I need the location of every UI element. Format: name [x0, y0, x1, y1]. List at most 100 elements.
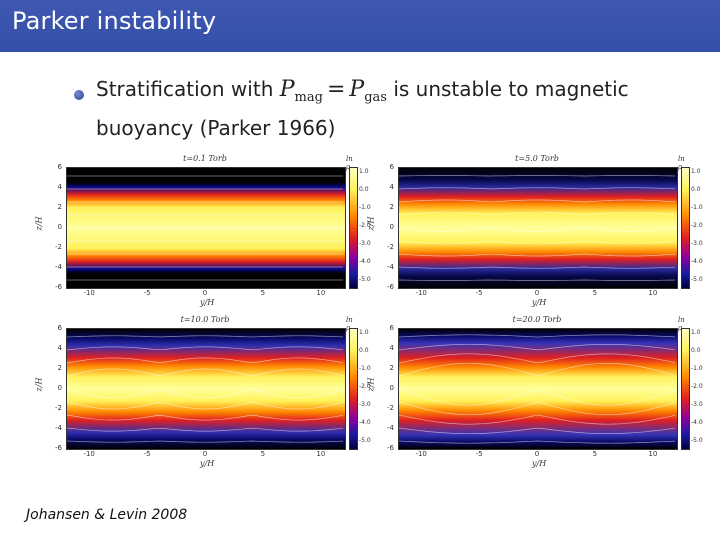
colorbar-title: ln ρ	[678, 316, 685, 332]
colorbar-tick-label: -2.0	[691, 222, 703, 229]
field-line	[399, 199, 676, 203]
x-tick-label: -5	[475, 450, 483, 458]
field-line	[399, 388, 676, 406]
colorbar-title: ln ρ	[346, 316, 353, 332]
colorbar-tick-label: -4.0	[691, 258, 703, 265]
field-line	[399, 240, 676, 245]
field-line	[399, 253, 676, 257]
y-tick-label: 2	[57, 364, 62, 372]
field-lines	[399, 334, 676, 444]
y-tick-label: -2	[55, 404, 62, 412]
y-axis-label: z/H	[34, 377, 44, 392]
colorbar-tick-label: 0.0	[691, 186, 701, 193]
field-line	[67, 357, 344, 364]
field-line	[67, 414, 344, 421]
colorbar-tick-label: -4.0	[691, 419, 703, 426]
bullet-icon	[74, 90, 84, 100]
panel-title: t=0.1 Torb	[183, 154, 227, 163]
y-tick-label: 6	[389, 163, 394, 171]
colorbar	[681, 328, 690, 450]
colorbar-tick-label: -3.0	[359, 401, 371, 408]
x-axis-label: y/H	[200, 459, 215, 468]
bullet-text: Stratification with Pmag = Pgas is unstabl…	[96, 74, 656, 144]
field-line	[399, 440, 676, 444]
field-line	[399, 401, 676, 416]
field-line	[399, 266, 676, 269]
colorbar-tick-label: -2.0	[359, 222, 371, 229]
field-lines	[399, 175, 676, 281]
slide-title: Parker instability	[12, 7, 217, 35]
colorbar-title: ln ρ	[678, 155, 685, 171]
y-tick-label: -6	[55, 283, 62, 291]
y-tick-label: -4	[55, 424, 62, 432]
density-map	[398, 328, 678, 450]
math-equals: =	[326, 77, 346, 102]
math-rhs: P	[349, 77, 365, 102]
x-tick-label: 10	[316, 450, 326, 458]
field-line	[67, 346, 344, 351]
y-tick-label: 4	[389, 183, 394, 191]
colorbar-tick-label: -1.0	[359, 365, 371, 372]
field-line	[399, 427, 676, 435]
y-tick-label: -6	[55, 444, 62, 452]
colorbar-tick-label: 1.0	[691, 168, 701, 175]
colorbar-tick-label: -5.0	[359, 276, 371, 283]
x-axis-label: y/H	[532, 459, 547, 468]
y-tick-label: -6	[387, 444, 394, 452]
y-tick-label: 0	[389, 384, 394, 392]
y-tick-label: -6	[387, 283, 394, 291]
colorbar-tick-label: 1.0	[691, 329, 701, 336]
density-map	[398, 167, 678, 289]
x-tick-label: 5	[592, 450, 598, 458]
colorbar-tick-label: 1.0	[359, 168, 369, 175]
x-tick-label: 10	[316, 289, 326, 297]
colorbar-tick-label: -5.0	[359, 437, 371, 444]
bullet-text-after: is unstable to magnetic buoyancy (Parker…	[96, 77, 629, 140]
colorbar-tick-label: -2.0	[359, 383, 371, 390]
colorbar-tick-label: 0.0	[359, 347, 369, 354]
y-tick-label: -4	[387, 263, 394, 271]
y-tick-label: -2	[387, 404, 394, 412]
math-lhs: P	[279, 77, 295, 102]
y-tick-label: 0	[57, 384, 62, 392]
x-tick-label: 5	[260, 450, 266, 458]
x-tick-label: -10	[415, 450, 427, 458]
colorbar-tick-label: -3.0	[359, 240, 371, 247]
y-tick-label: 2	[57, 203, 62, 211]
panel-title: t=10.0 Torb	[180, 315, 230, 324]
field-line	[399, 414, 676, 425]
y-tick-label: 2	[389, 364, 394, 372]
field-line	[399, 334, 676, 338]
x-tick-label: 0	[534, 450, 540, 458]
field-line	[67, 368, 344, 377]
field-line	[67, 427, 344, 432]
colorbar-tick-label: -5.0	[691, 437, 703, 444]
colorbar-tick-label: 1.0	[359, 329, 369, 336]
colorbar	[681, 167, 690, 289]
bullet-text-before: Stratification with	[96, 77, 274, 101]
field-line	[67, 440, 344, 443]
y-tick-label: -4	[387, 424, 394, 432]
x-tick-label: -5	[143, 450, 151, 458]
colorbar-tick-label: -4.0	[359, 419, 371, 426]
x-tick-label: 0	[202, 450, 208, 458]
math-lhs-sub: mag	[294, 90, 323, 105]
colorbar-tick-label: -5.0	[691, 276, 703, 283]
field-line	[67, 335, 344, 338]
y-tick-label: 4	[57, 344, 62, 352]
x-tick-label: 10	[648, 289, 658, 297]
field-line	[399, 362, 676, 377]
y-tick-label: 4	[389, 344, 394, 352]
y-axis-label: z/H	[34, 216, 44, 231]
field-line	[399, 175, 676, 177]
colorbar-tick-label: -4.0	[359, 258, 371, 265]
y-tick-label: -2	[55, 243, 62, 251]
x-tick-label: -5	[475, 289, 483, 297]
colorbar-tick-label: -3.0	[691, 240, 703, 247]
y-tick-label: -2	[387, 243, 394, 251]
field-line	[399, 353, 676, 364]
y-tick-label: 6	[57, 324, 62, 332]
colorbar-tick-label: -1.0	[359, 204, 371, 211]
x-tick-label: -5	[143, 289, 151, 297]
x-tick-label: 5	[260, 289, 266, 297]
